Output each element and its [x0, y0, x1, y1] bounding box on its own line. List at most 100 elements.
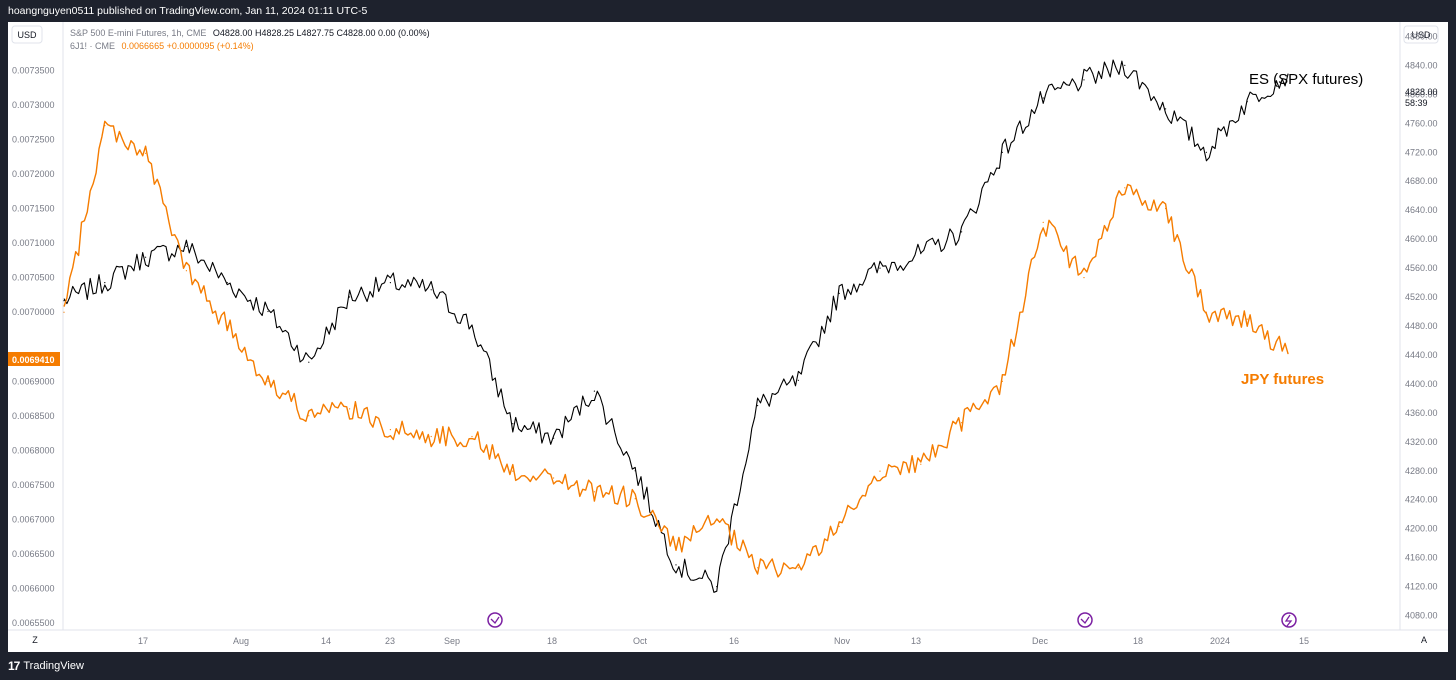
right-tick-label: 4240.00	[1405, 495, 1438, 505]
time-tick-label: 13	[911, 636, 921, 646]
right-tick-label: 4760.00	[1405, 118, 1438, 128]
time-axis[interactable]: 17 Aug 14 23 Sep 18 Oct 16 Nov 13 Dec 18 2024 15	[138, 636, 1309, 646]
es-data-point	[104, 282, 106, 284]
left-currency-box[interactable]: USD	[11, 25, 43, 44]
event-marker-3-icon[interactable]	[1281, 612, 1297, 628]
tradingview-brand: TradingView	[23, 660, 84, 672]
right-tick-label: 4880.00	[1405, 31, 1438, 41]
es-countdown: 58:39	[1405, 98, 1428, 108]
right-currency-box[interactable]: USD	[1403, 25, 1439, 44]
right-tick-label: 4200.00	[1405, 524, 1438, 534]
left-price-scale[interactable]: 0.0073500 0.0073000 0.0072500 0.0072000 0.00…	[12, 65, 55, 628]
left-tick-label: 0.0073000	[12, 100, 55, 110]
svg-text:S&P 500 E-mini Futures, 1h, CM: S&P 500 E-mini Futures, 1h, CME O4828.00…	[70, 28, 430, 38]
jpy-data-point	[1246, 318, 1248, 320]
jpy-price-badge: 0.0069410	[8, 352, 60, 366]
jpy-data-point	[634, 498, 636, 500]
jpy-data-point	[757, 567, 759, 569]
time-tick-label: 16	[729, 636, 739, 646]
right-currency-label: USD	[1411, 30, 1431, 40]
jpy-data-point	[1083, 277, 1085, 279]
jpy-data-point	[185, 270, 187, 272]
jpy-data-point	[716, 518, 718, 521]
es-price-badge: 4828.00 58:39	[1405, 87, 1438, 108]
es-data-point	[1042, 97, 1044, 99]
es-data-point	[308, 361, 310, 363]
es-data-point	[553, 437, 555, 439]
jpy-data-point	[1001, 380, 1004, 382]
es-data-point	[145, 256, 147, 258]
jpy-data-point	[512, 470, 514, 472]
right-tick-label: 4840.00	[1405, 60, 1438, 70]
left-tick-label: 0.0071500	[12, 204, 55, 214]
jpy-data-point	[471, 435, 473, 438]
es-data-point	[185, 245, 187, 247]
es-data-point	[593, 390, 596, 392]
jpy-data-point	[961, 422, 963, 424]
right-tick-label: 4560.00	[1405, 263, 1438, 273]
jpy-data-point	[1287, 353, 1289, 355]
jpy-data-point	[553, 477, 555, 479]
a-button[interactable]: A	[1421, 635, 1427, 645]
es-data-point	[1205, 151, 1207, 153]
left-tick-label: 0.0067000	[12, 514, 55, 524]
jpy-legend-value: 0.0066665 +0.0000095 (+0.14%)	[122, 41, 254, 51]
right-tick-label: 4640.00	[1405, 205, 1438, 215]
es-data-point	[1083, 79, 1085, 81]
es-price-badge-text: 4828.00	[1405, 87, 1438, 97]
jpy-data-point	[1124, 187, 1126, 189]
jpy-data-point	[267, 380, 269, 382]
jpy-data-point	[349, 408, 351, 410]
time-tick-label: Oct	[633, 636, 648, 646]
left-tick-label: 0.0071000	[12, 238, 55, 248]
svg-text:Z: Z	[32, 635, 38, 645]
svg-text:A: A	[1421, 635, 1427, 645]
jpy-data-point	[675, 546, 677, 548]
right-tick-label: 4720.00	[1405, 147, 1438, 157]
left-tick-label: 0.0072500	[12, 134, 55, 144]
es-legend-name: S&P 500 E-mini Futures, 1h, CME	[70, 28, 206, 38]
left-tick-label: 0.0073500	[12, 65, 55, 75]
es-data-point	[1124, 64, 1126, 66]
chart-canvas[interactable]: USD USD S&P 500 E-mini Futures, 1h, CME …	[8, 22, 1448, 652]
right-tick-label: 4400.00	[1405, 379, 1438, 389]
time-tick-label: 17	[138, 636, 148, 646]
right-tick-label: 4160.00	[1405, 553, 1438, 563]
right-price-scale[interactable]: 4880.00 4840.00 4800.00 4760.00 4720.00 4680.…	[1405, 31, 1438, 620]
right-tick-label: 4680.00	[1405, 176, 1438, 186]
es-data-point	[838, 292, 840, 294]
es-data-point	[757, 405, 759, 407]
jpy-data-point	[104, 125, 106, 127]
left-tick-label: 0.0065500	[12, 618, 55, 628]
es-series-line	[63, 59, 1289, 593]
jpy-data-point	[593, 491, 596, 493]
es-data-point	[267, 310, 269, 313]
time-tick-label: 23	[385, 636, 395, 646]
time-tick-label: 18	[1133, 636, 1143, 646]
left-tick-label: 0.0072000	[12, 169, 55, 179]
chart-area[interactable]: USD USD S&P 500 E-mini Futures, 1h, CME …	[8, 22, 1448, 652]
jpy-data-point	[308, 415, 310, 417]
jpy-data-point	[430, 435, 432, 438]
tradingview-logo[interactable]: 17 TradingView	[8, 659, 84, 673]
time-tick-label: 14	[321, 636, 331, 646]
left-tick-label: 0.0068000	[12, 445, 55, 455]
time-tick-label: Sep	[444, 636, 460, 646]
right-tick-label: 4120.00	[1405, 582, 1438, 592]
event-marker-1-icon[interactable]	[487, 612, 503, 628]
event-marker-2-icon[interactable]	[1077, 612, 1093, 628]
es-data-point	[63, 300, 65, 302]
es-data-point	[675, 564, 677, 566]
es-legend-ohlc: O4828.00 H4828.25 L4827.75 C4828.00 0.00…	[213, 28, 430, 38]
time-tick-label: Dec	[1032, 636, 1049, 646]
jpy-legend-name: 6J1! · CME	[70, 41, 115, 51]
z-button[interactable]: Z	[32, 635, 38, 645]
es-data-point	[1287, 73, 1289, 75]
published-line: hoangnguyen0511 published on TradingView…	[8, 5, 368, 17]
jpy-data-point	[63, 311, 65, 313]
es-data-point	[879, 267, 881, 269]
right-tick-label: 4480.00	[1405, 321, 1438, 331]
es-data-point	[716, 586, 718, 588]
es-data-point	[226, 282, 228, 284]
